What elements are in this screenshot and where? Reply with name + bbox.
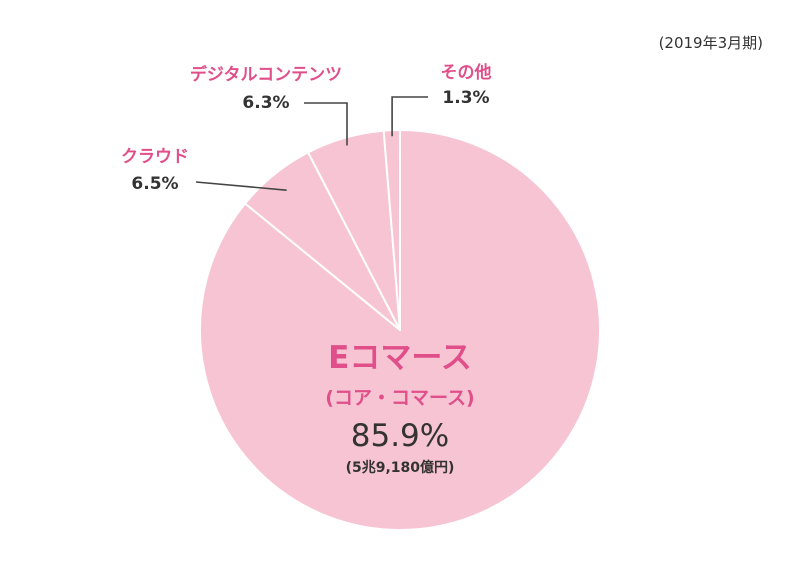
value-digital-content: 6.3% bbox=[242, 93, 289, 113]
label-ecommerce-sub: (コア・コマース) bbox=[325, 387, 474, 409]
leader-line-digital-content bbox=[304, 102, 348, 146]
amount-ecommerce: (5兆9,180億円) bbox=[346, 459, 455, 476]
label-other: その他 bbox=[441, 62, 492, 83]
value-other: 1.3% bbox=[442, 88, 489, 108]
label-ecommerce: Eコマース bbox=[328, 340, 472, 376]
leader-line-cloud bbox=[195, 181, 287, 191]
label-cloud: クラウド bbox=[121, 147, 189, 167]
period-note: (2019年3月期) bbox=[659, 34, 763, 52]
value-ecommerce: 85.9% bbox=[351, 418, 449, 454]
label-digital-content: デジタルコンテンツ bbox=[190, 64, 342, 85]
leader-lines bbox=[195, 96, 428, 191]
leader-line-other bbox=[391, 96, 428, 137]
value-cloud: 6.5% bbox=[131, 174, 178, 194]
pie-slices bbox=[199, 129, 601, 531]
